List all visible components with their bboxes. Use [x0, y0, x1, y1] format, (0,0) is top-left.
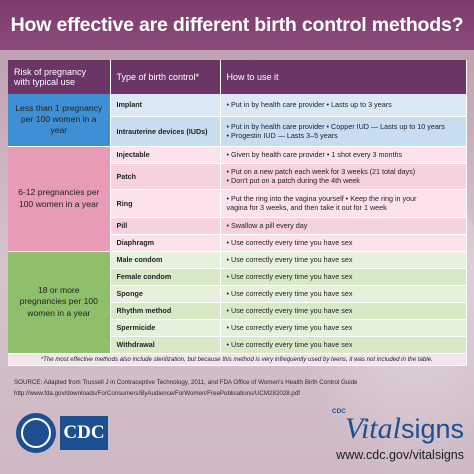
header-risk: Risk of pregnancy with typical use — [8, 60, 111, 94]
method-cell: Diaphragm — [110, 234, 221, 252]
use-cell: • Use correctly every time you have sex — [220, 285, 467, 303]
method-cell: Withdrawal — [110, 336, 221, 354]
table-row: Less than 1 pregnancy per 100 women in a… — [8, 94, 467, 147]
method-cell: Intrauterine devices (IUDs) — [110, 116, 221, 147]
table-row: Diaphragm • Use correctly every time you… — [8, 234, 467, 252]
table-row: Rhythm method • Use correctly every time… — [8, 302, 467, 320]
use-cell: • Put on a new patch each week for 3 wee… — [220, 163, 467, 190]
cdc-wordmark: CDC — [60, 416, 108, 450]
use-cell: • Use correctly every time you have sex — [220, 251, 467, 269]
method-cell: Rhythm method — [110, 302, 221, 320]
vitalsigns-wordmark: Vitalsigns — [345, 412, 464, 446]
hhs-eagle-icon — [16, 413, 56, 453]
table-row: Withdrawal • Use correctly every time yo… — [8, 336, 467, 354]
table-row: 18 or more pregnancies per 100 women in … — [8, 251, 467, 354]
use-cell: • Swallow a pill every day — [220, 217, 467, 235]
use-cell: • Use correctly every time you have sex — [220, 234, 467, 252]
method-cell: Ring — [110, 189, 221, 218]
title-bar: How effective are different birth contro… — [0, 0, 474, 50]
use-cell: • Use correctly every time you have sex — [220, 319, 467, 337]
method-cell: Pill — [110, 217, 221, 235]
method-cell: Implant — [110, 94, 221, 117]
source-link[interactable]: http://www.fda.gov/downloads/ForConsumer… — [14, 389, 301, 397]
method-cell: Patch — [110, 163, 221, 190]
use-cell: • Use correctly every time you have sex — [220, 302, 467, 320]
method-cell: Injectable — [110, 146, 221, 164]
use-cell: • Given by health care provider • 1 shot… — [220, 146, 467, 164]
header-type: Type of birth control* — [110, 60, 221, 94]
use-cell: • Put in by health care provider • Coppe… — [220, 116, 467, 147]
method-cell: Female condom — [110, 268, 221, 286]
table-row: Pill • Swallow a pill every day — [8, 217, 467, 235]
table-row: Ring • Put the ring into the vagina your… — [8, 189, 467, 218]
risk-group-medium: 6-12 pregnancies per 100 women in a year — [8, 146, 111, 252]
risk-group-low: Less than 1 pregnancy per 100 women in a… — [8, 94, 111, 147]
source-text: SOURCE: Adapted from Trussell J in Contr… — [14, 379, 358, 386]
vitalsigns-word-vital: Vital — [344, 412, 401, 445]
table-row: 6-12 pregnancies per 100 women in a year… — [8, 146, 467, 252]
table-row: Spermicide • Use correctly every time yo… — [8, 319, 467, 337]
cdc-logo: CDC — [16, 410, 111, 456]
method-cell: Spermicide — [110, 319, 221, 337]
vitalsigns-word-signs: signs — [400, 414, 464, 444]
table-header-row: Risk of pregnancy with typical use Type … — [8, 60, 467, 94]
table-row: Sponge • Use correctly every time you ha… — [8, 285, 467, 303]
vitalsigns-logo: CDC Vitalsigns www.cdc.gov/vitalsigns — [274, 408, 464, 470]
table-row: Patch • Put on a new patch each week for… — [8, 163, 467, 190]
risk-group-high: 18 or more pregnancies per 100 women in … — [8, 251, 111, 354]
method-cell: Sponge — [110, 285, 221, 303]
use-cell: • Use correctly every time you have sex — [220, 268, 467, 286]
use-cell: • Put in by health care provider • Lasts… — [220, 94, 467, 117]
footnote-row: *The most effective methods also include… — [8, 353, 467, 367]
table-row: Female condom • Use correctly every time… — [8, 268, 467, 286]
table-row: Intrauterine devices (IUDs) • Put in by … — [8, 116, 467, 147]
vitalsigns-cdc-label: CDC — [331, 408, 346, 415]
vitalsigns-url[interactable]: www.cdc.gov/vitalsigns — [336, 448, 464, 462]
table-footnote: *The most effective methods also include… — [8, 353, 467, 367]
use-cell: • Use correctly every time you have sex — [220, 336, 467, 354]
header-how: How to use it — [220, 60, 467, 94]
page-title: How effective are different birth contro… — [10, 13, 464, 36]
source-citation: SOURCE: Adapted from Trussell J in Contr… — [14, 378, 464, 399]
birth-control-table: Risk of pregnancy with typical use Type … — [8, 60, 467, 367]
method-cell: Male condom — [110, 251, 221, 269]
use-cell: • Put the ring into the vagina yourself … — [220, 189, 467, 218]
